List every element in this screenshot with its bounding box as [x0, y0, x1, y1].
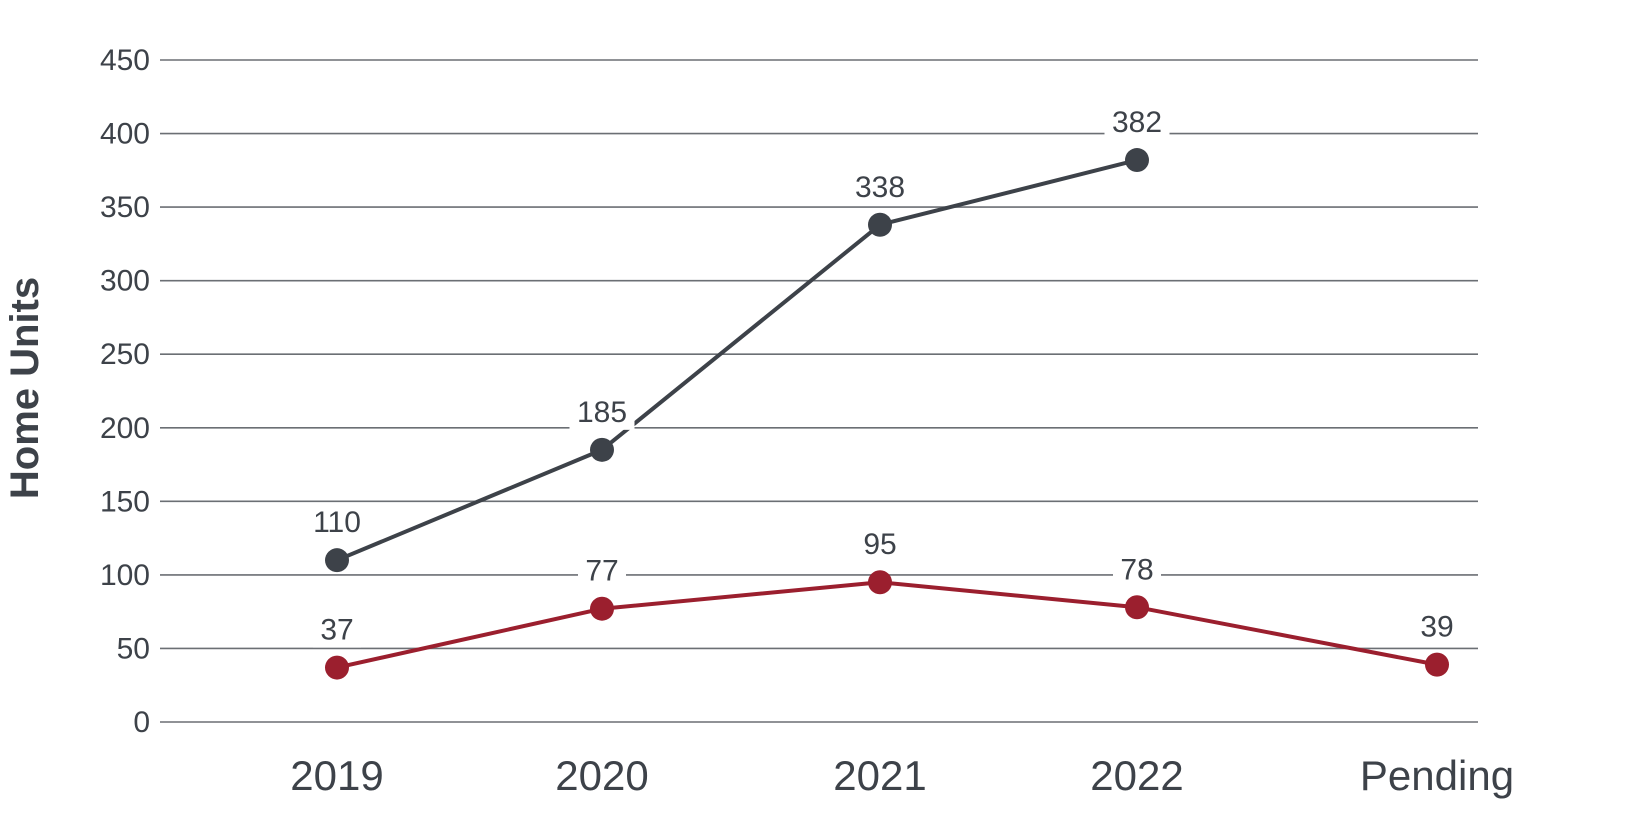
x-axis-ticks: 2019 2020 2021 2022 Pending [290, 752, 1514, 799]
data-label: 39 [1420, 611, 1453, 644]
grid-layer [160, 59, 1478, 723]
series-line [336, 580, 1438, 670]
data-label-bg [1113, 555, 1161, 588]
series-1: 37 77 95 78 39 [313, 528, 1461, 680]
data-label-bg [847, 172, 913, 205]
data-label: 78 [1120, 553, 1153, 586]
data-label-bg [856, 530, 904, 563]
x-tick-label: Pending [1360, 752, 1514, 799]
data-point [325, 548, 349, 573]
y-tick-label: 150 [100, 485, 150, 518]
series-layer: 110 185 338 382 37 77 95 78 39 [304, 106, 1461, 680]
x-tick-label: 2020 [555, 752, 648, 799]
data-label: 338 [855, 171, 905, 204]
y-tick-label: 450 [100, 44, 150, 77]
data-label-bg [313, 615, 361, 648]
data-label: 77 [585, 555, 618, 588]
y-tick-label: 50 [117, 632, 150, 665]
y-tick-label: 0 [133, 706, 150, 739]
data-point [1425, 652, 1449, 677]
y-tick-label: 350 [100, 191, 150, 224]
data-label: 37 [320, 614, 353, 647]
y-tick-label: 200 [100, 412, 150, 445]
x-tick-label: 2021 [833, 752, 926, 799]
y-axis-label: Home Units [3, 277, 47, 499]
series-line [336, 158, 1138, 563]
y-tick-label: 100 [100, 559, 150, 592]
series-0: 110 185 338 382 [304, 106, 1170, 573]
data-point [868, 570, 892, 595]
data-label-bg [304, 508, 370, 541]
data-point [590, 596, 614, 621]
y-axis-ticks: 0 50 100 150 200 250 300 350 400 450 [100, 44, 150, 739]
y-tick-label: 250 [100, 338, 150, 371]
data-label: 95 [863, 528, 896, 561]
data-point [1125, 595, 1149, 620]
y-tick-label: 300 [100, 265, 150, 298]
data-point [1125, 148, 1149, 173]
data-label: 185 [577, 396, 627, 429]
data-label-bg [578, 556, 626, 589]
data-point [325, 655, 349, 680]
x-tick-label: 2019 [290, 752, 383, 799]
data-label-bg [1104, 108, 1170, 141]
data-label-bg [1413, 612, 1461, 645]
data-label-bg [569, 397, 635, 430]
data-point [868, 212, 892, 237]
y-tick-label: 400 [100, 118, 150, 151]
data-label: 110 [313, 506, 361, 539]
x-tick-label: 2022 [1090, 752, 1183, 799]
data-point [590, 437, 614, 462]
data-label: 382 [1112, 106, 1162, 139]
